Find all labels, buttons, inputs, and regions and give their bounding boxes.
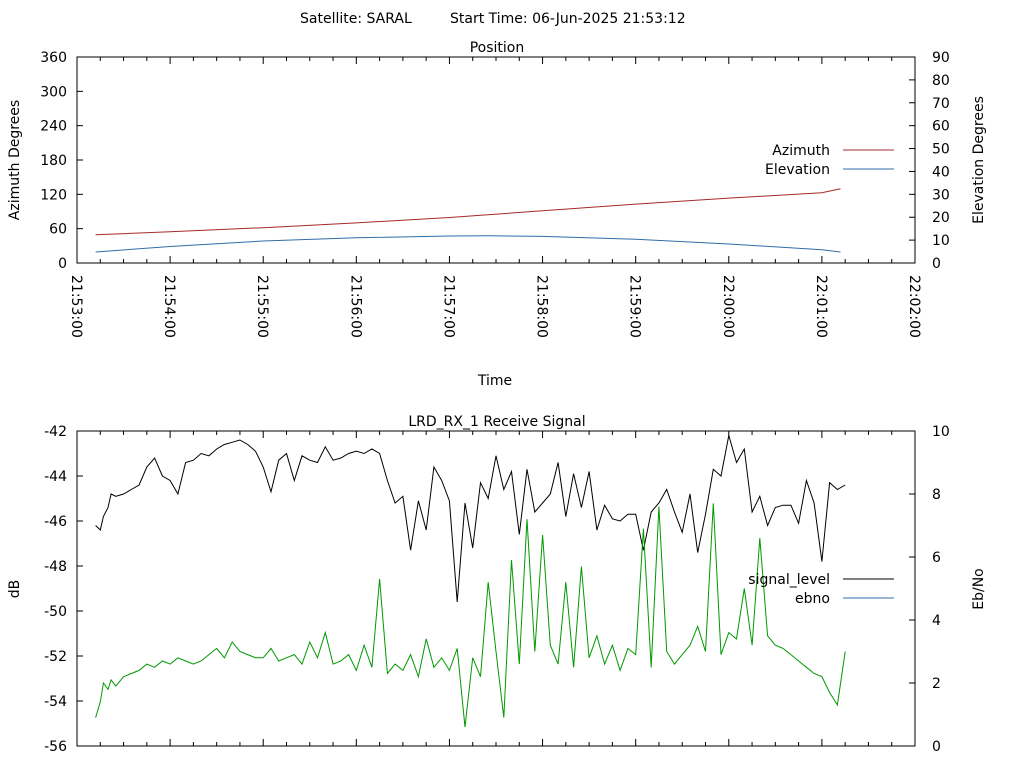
signal-y2tick-label: 2 bbox=[932, 676, 941, 692]
signal-ytick-label: -44 bbox=[44, 469, 67, 485]
signal-frame bbox=[76, 430, 916, 747]
signal-legend-label: signal_level bbox=[748, 572, 830, 588]
signal-ytick-label: -46 bbox=[44, 514, 67, 530]
position-xtick-label: 21:55:00 bbox=[254, 275, 270, 338]
position-legend-label: Elevation bbox=[765, 162, 830, 178]
position-xtick-label: 22:01:00 bbox=[813, 275, 829, 338]
position-ytick-label: 360 bbox=[40, 50, 67, 66]
signal-ylabel: dB bbox=[7, 580, 23, 599]
position-frame bbox=[76, 56, 916, 264]
position-xlabel: Time bbox=[477, 373, 512, 389]
signal-ytick-label: -48 bbox=[44, 559, 67, 575]
signal-y2tick-label: 10 bbox=[932, 424, 950, 440]
position-y2label: Elevation Degrees bbox=[971, 96, 987, 224]
position-ytick-label: 60 bbox=[49, 222, 67, 238]
signal-title: LRD_RX_1 Receive Signal bbox=[408, 414, 585, 430]
position-xtick-label: 21:53:00 bbox=[68, 275, 84, 338]
signal-y2tick-label: 8 bbox=[932, 487, 941, 503]
signal-ytick-label: -52 bbox=[44, 649, 67, 665]
signal-legend-label: ebno bbox=[795, 591, 830, 607]
position-ytick-label: 300 bbox=[40, 84, 67, 100]
signal-ytick-label: -54 bbox=[44, 694, 67, 710]
signal-series-signal-level bbox=[95, 435, 846, 603]
position-ytick-label: 240 bbox=[40, 119, 67, 135]
position-y2tick-label: 90 bbox=[932, 50, 950, 66]
position-xtick-label: 21:57:00 bbox=[440, 275, 456, 338]
position-y2tick-label: 60 bbox=[932, 119, 950, 135]
position-xtick-label: 22:00:00 bbox=[720, 275, 736, 338]
position-xtick-label: 21:56:00 bbox=[347, 275, 363, 338]
signal-y2label: Eb/No bbox=[971, 568, 987, 610]
position-y2tick-label: 70 bbox=[932, 96, 950, 112]
position-y2tick-label: 30 bbox=[932, 187, 950, 203]
position-chart: Position 0 60 120 180 240 300 360 0 10 20 30 40 50 60… bbox=[7, 40, 987, 389]
signal-series-ebno bbox=[95, 503, 846, 728]
header-start-time: Start Time: 06-Jun-2025 21:53:12 bbox=[450, 11, 686, 27]
signal-ytick-label: -42 bbox=[44, 424, 67, 440]
position-y2tick-label: 40 bbox=[932, 164, 950, 180]
position-ytick-label: 180 bbox=[40, 153, 67, 169]
signal-y2tick-label: 4 bbox=[932, 613, 941, 629]
position-y2tick-label: 80 bbox=[932, 73, 950, 89]
signal-y2tick-label: 0 bbox=[932, 739, 941, 755]
signal-ytick-label: -50 bbox=[44, 604, 67, 620]
signal-chart: LRD_RX_1 Receive Signal -56 -54 -52 -50 -48 -… bbox=[7, 414, 987, 755]
position-ytick-label: 0 bbox=[58, 256, 67, 272]
position-y2tick-label: 10 bbox=[932, 233, 950, 249]
position-xtick-label: 22:02:00 bbox=[906, 275, 922, 338]
position-y2tick-label: 20 bbox=[932, 210, 950, 226]
position-series-elevation bbox=[95, 235, 841, 253]
position-y2tick-label: 50 bbox=[932, 142, 950, 158]
header-satellite: Satellite: SARAL bbox=[300, 11, 412, 27]
position-y2tick-label: 0 bbox=[932, 256, 941, 272]
position-ytick-label: 120 bbox=[40, 187, 67, 203]
position-title: Position bbox=[470, 40, 525, 56]
position-xtick-label: 21:54:00 bbox=[161, 275, 177, 338]
signal-y2tick-label: 6 bbox=[932, 550, 941, 566]
position-xtick-label: 21:59:00 bbox=[627, 275, 643, 338]
position-series-azimuth bbox=[95, 188, 841, 236]
position-ylabel: Azimuth Degrees bbox=[7, 100, 23, 220]
signal-ytick-label: -56 bbox=[44, 739, 67, 755]
position-xtick-label: 21:58:00 bbox=[534, 275, 550, 338]
position-legend-label: Azimuth bbox=[772, 143, 830, 159]
